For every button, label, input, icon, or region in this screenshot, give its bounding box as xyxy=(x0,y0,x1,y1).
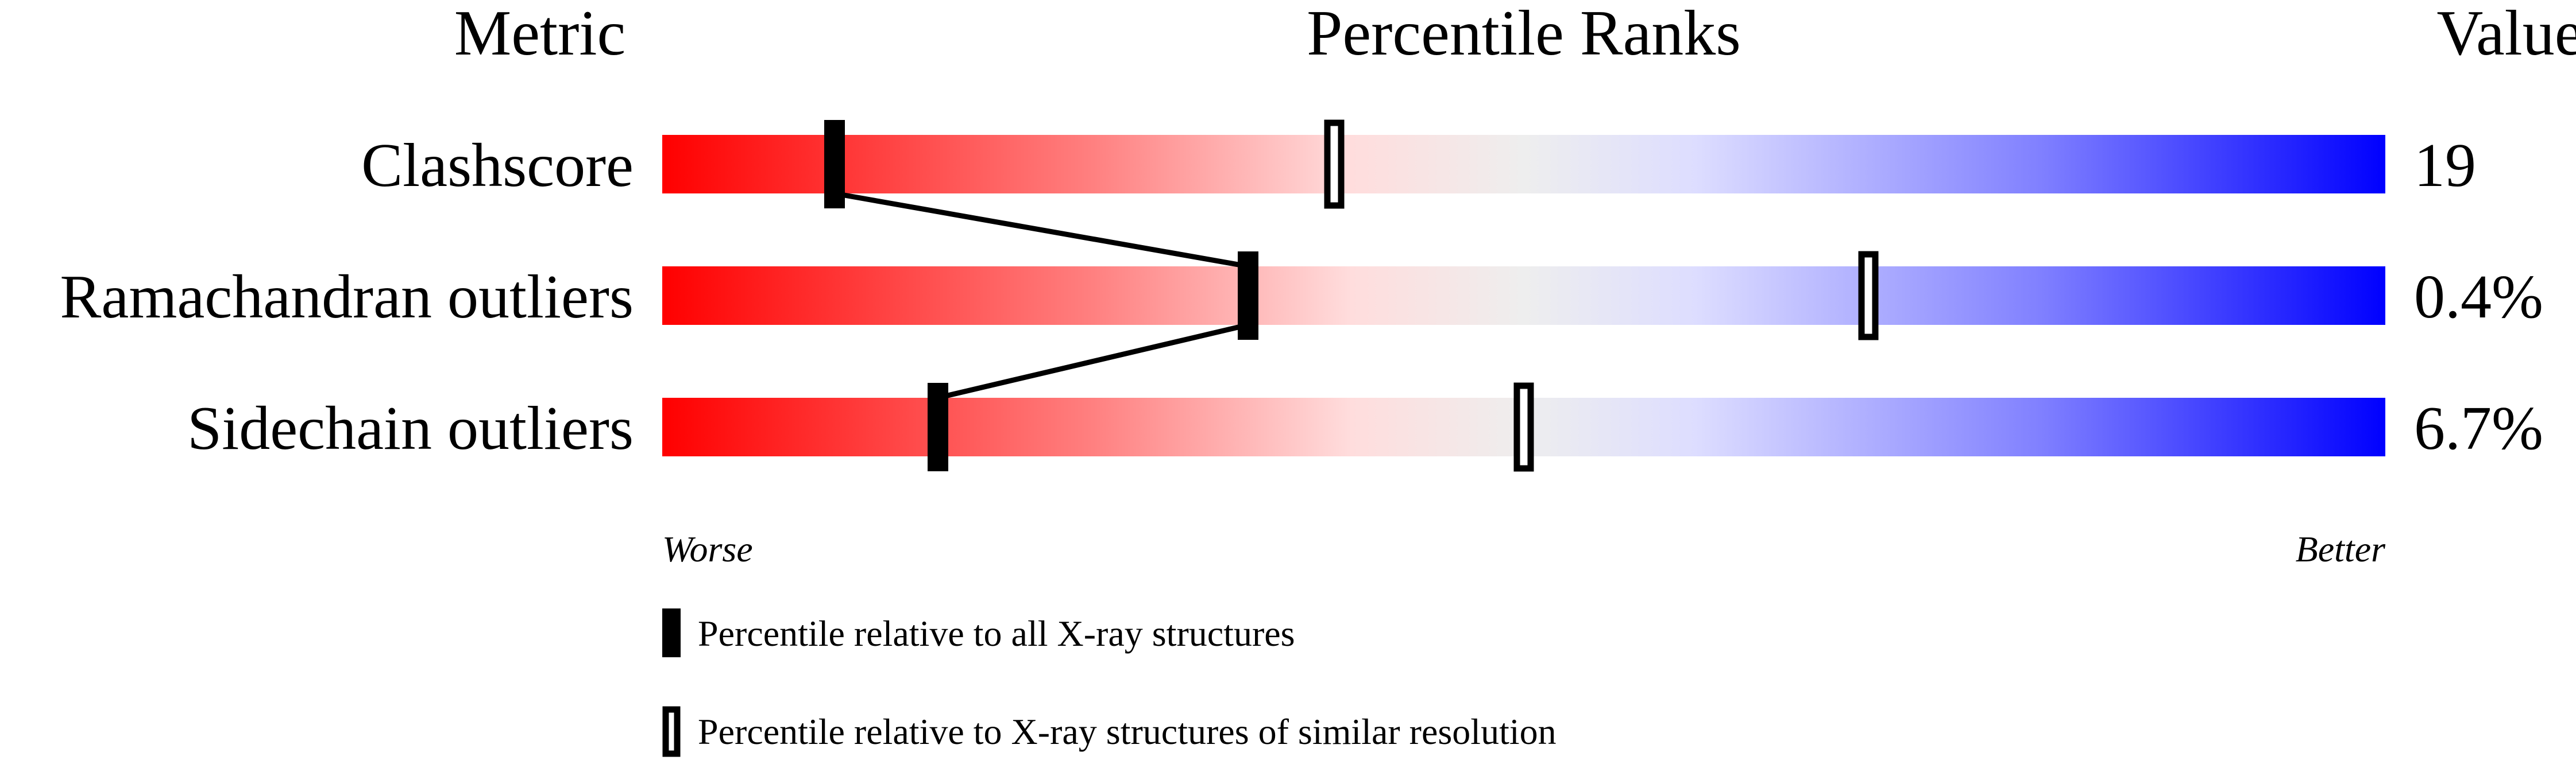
metric-label: Clashscore xyxy=(361,131,634,200)
legend-hollow-marker xyxy=(662,706,681,757)
marker-similar-resolution xyxy=(1324,119,1345,209)
percentile-bar xyxy=(662,135,2385,193)
axis-label-better: Better xyxy=(2296,529,2386,569)
connector-line xyxy=(834,191,1249,269)
metric-label: Sidechain outliers xyxy=(187,394,634,463)
header-metric: Metric xyxy=(454,0,626,69)
legend-filled-marker xyxy=(662,608,681,657)
marker-similar-resolution xyxy=(1513,382,1534,472)
header-value: Value xyxy=(2436,0,2576,69)
legend-label-all: Percentile relative to all X-ray structu… xyxy=(698,613,1295,654)
percentile-bar xyxy=(662,266,2385,325)
metric-value: 6.7% xyxy=(2414,394,2543,463)
legend-label-similar: Percentile relative to X-ray structures … xyxy=(698,711,1557,752)
metric-value: 19 xyxy=(2414,131,2476,200)
axis-label-worse: Worse xyxy=(662,529,753,569)
marker-similar-resolution xyxy=(1858,251,1879,340)
metric-value: 0.4% xyxy=(2414,263,2543,331)
metric-label: Ramachandran outliers xyxy=(60,263,634,331)
header-percentile-ranks: Percentile Ranks xyxy=(1307,0,1741,69)
connector-line xyxy=(937,322,1249,401)
